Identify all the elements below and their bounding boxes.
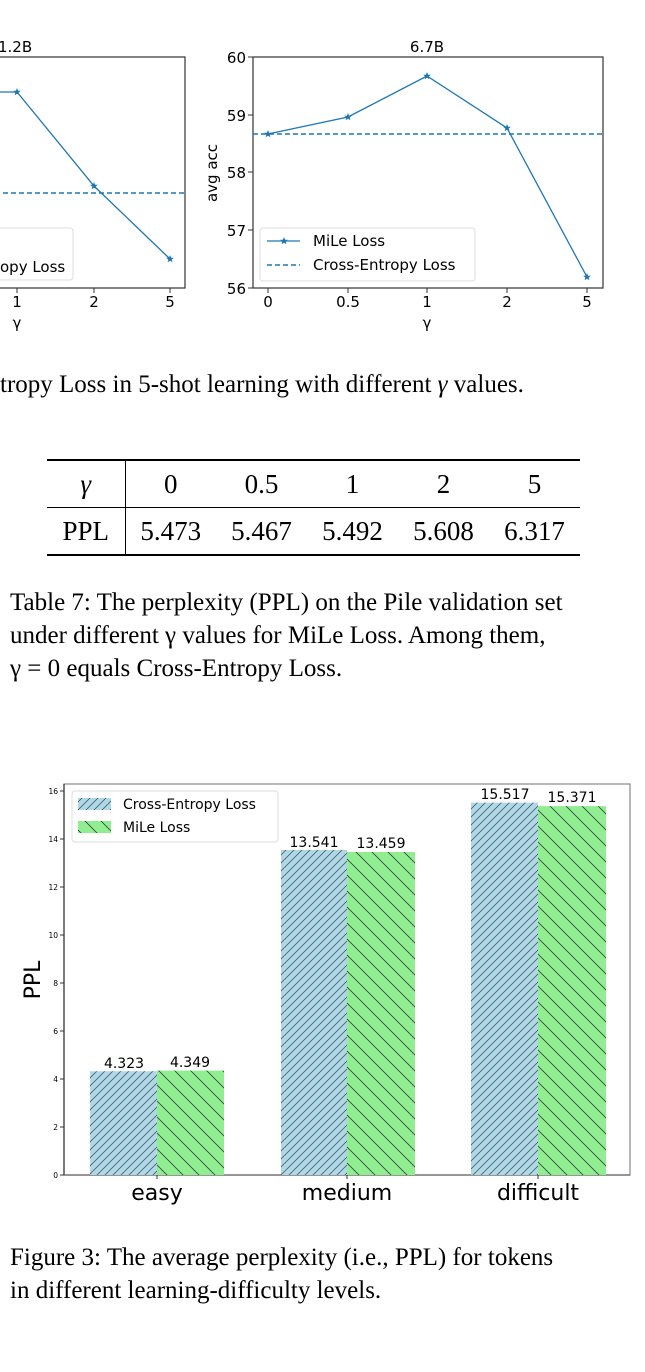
chart-6-7b-ylabel: avg acc	[203, 144, 221, 202]
svg-text:5: 5	[165, 293, 175, 311]
chart-1-2b-legend	[0, 227, 74, 281]
svg-text:1: 1	[12, 293, 22, 311]
figure-3-legend: Cross-Entropy Loss MiLe Loss	[71, 790, 279, 843]
svg-text:opy Loss: opy Loss	[0, 258, 65, 276]
svg-text:59: 59	[227, 107, 246, 125]
table-header-row: γ 0 0.5 1 2 5	[47, 461, 580, 508]
bar-difficult-ce	[471, 802, 538, 1175]
svg-text:57: 57	[227, 222, 246, 240]
legend-swatch-mile	[78, 821, 111, 833]
svg-text:56: 56	[227, 280, 246, 298]
figure-3-ylabel: PPL	[21, 960, 46, 1000]
svg-text:13.541: 13.541	[290, 835, 339, 851]
x-label-medium: medium	[302, 1181, 392, 1206]
bar-easy-ce	[90, 1071, 157, 1175]
chart-1-2b-xlabel: γ	[13, 314, 22, 332]
svg-text:14: 14	[48, 835, 58, 844]
svg-text:0: 0	[53, 1171, 58, 1180]
x-label-easy: easy	[131, 1181, 183, 1206]
bar-easy-mile	[157, 1070, 224, 1175]
svg-text:2: 2	[89, 293, 99, 311]
chart-6-7b-legend: MiLe Loss Cross-Entropy Loss	[259, 227, 476, 282]
svg-text:15.371: 15.371	[548, 790, 597, 806]
chart-6-7b-xlabel: γ	[423, 314, 432, 332]
table-7: γ 0 0.5 1 2 5 PPL 5.473 5.467 5.492 5.60…	[47, 459, 580, 556]
svg-text:Cross-Entropy Loss: Cross-Entropy Loss	[313, 256, 456, 274]
bar-medium-ce	[281, 850, 347, 1175]
svg-text:4.323: 4.323	[104, 1056, 144, 1072]
svg-text:2: 2	[53, 1123, 58, 1132]
svg-text:58: 58	[227, 164, 246, 182]
svg-text:8: 8	[53, 979, 58, 988]
chart-6-7b-title: 6.7B	[410, 38, 444, 56]
svg-text:6: 6	[53, 1027, 58, 1036]
svg-text:1: 1	[422, 293, 432, 311]
svg-text:0.5: 0.5	[336, 293, 360, 311]
svg-text:10: 10	[48, 931, 58, 940]
figure-3-caption: Figure 3: The average perplexity (i.e., …	[10, 1244, 554, 1304]
legend-swatch-ce	[78, 798, 111, 810]
svg-text:4.349: 4.349	[170, 1055, 210, 1071]
svg-text:2: 2	[502, 293, 512, 311]
figure-top-caption: tropy Loss in 5-shot learning with diffe…	[0, 371, 524, 398]
top-line-charts: 1.2B opy Loss 1 2 5 γ 6.7B 60 59 58	[0, 38, 604, 332]
svg-text:5: 5	[582, 293, 592, 311]
chart-1-2b-title: 1.2B	[0, 38, 32, 56]
x-label-difficult: difficult	[497, 1181, 579, 1206]
svg-text:60: 60	[227, 49, 246, 67]
svg-text:15.517: 15.517	[481, 787, 530, 803]
table-7-caption: Table 7: The perplexity (PPL) on the Pil…	[10, 589, 563, 682]
svg-text:4: 4	[53, 1075, 58, 1084]
svg-text:16: 16	[48, 787, 58, 796]
figure-3-bar-chart: 0 2 4 6 8 10 12 14 16 PPL 4.323 4.349 13…	[21, 783, 631, 1206]
chart-6-7b: 6.7B 60 59 58 57 56 avg acc	[203, 38, 604, 332]
chart-1-2b: 1.2B opy Loss 1 2 5 γ	[0, 38, 186, 332]
svg-text:MiLe Loss: MiLe Loss	[123, 820, 190, 836]
svg-text:0: 0	[263, 293, 273, 311]
svg-text:12: 12	[48, 883, 58, 892]
svg-text:MiLe Loss: MiLe Loss	[313, 232, 385, 250]
table-row: PPL 5.473 5.467 5.492 5.608 6.317	[47, 507, 580, 554]
svg-text:13.459: 13.459	[357, 836, 406, 852]
bar-medium-mile	[347, 852, 415, 1175]
bar-difficult-mile	[538, 806, 606, 1175]
svg-text:Cross-Entropy Loss: Cross-Entropy Loss	[123, 797, 256, 813]
